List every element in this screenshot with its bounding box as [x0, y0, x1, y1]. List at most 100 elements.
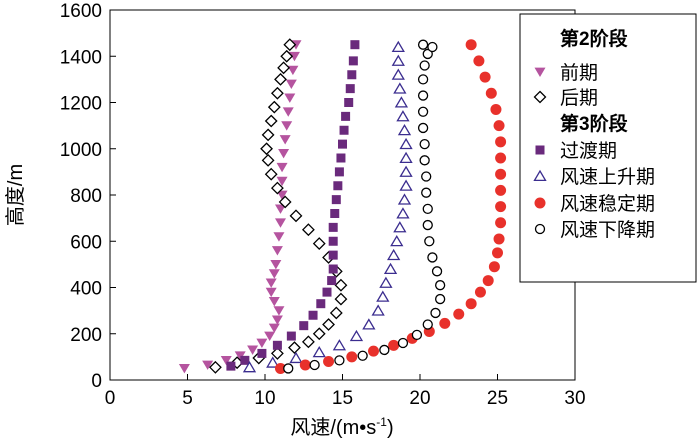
data-point — [312, 327, 326, 341]
data-point — [422, 48, 433, 60]
data-point — [332, 339, 347, 351]
data-point — [347, 70, 357, 80]
legend-item-houqi: 后期 — [533, 87, 598, 109]
data-point — [344, 98, 354, 107]
data-point — [427, 41, 438, 53]
data-point — [419, 138, 430, 150]
data-point — [368, 345, 379, 357]
data-point — [421, 171, 432, 182]
data-point — [371, 304, 385, 316]
data-point — [270, 86, 284, 100]
data-point — [333, 181, 343, 191]
data-point — [247, 345, 259, 355]
data-point — [393, 82, 407, 94]
data-point — [285, 79, 297, 89]
legend-marker-shangsheng — [533, 169, 547, 182]
x-axis-label-sup: -1 — [376, 415, 387, 429]
axes — [109, 9, 576, 381]
legend-item-shangsheng: 风速上升期 — [533, 166, 655, 188]
data-point — [328, 222, 338, 232]
data-point — [334, 278, 348, 292]
data-point — [301, 335, 315, 349]
data-point — [439, 317, 451, 329]
legend-marker-wending — [534, 197, 546, 209]
data-point — [272, 340, 282, 350]
series-layer — [178, 38, 507, 374]
data-point — [301, 223, 315, 237]
data-point — [397, 193, 412, 205]
legend-item-xiajiang: 风速下降期 — [534, 219, 655, 241]
data-point — [284, 93, 296, 103]
y-axis-label: 高度/m — [4, 164, 27, 226]
legend-label-guoduqi: 过渡期 — [560, 140, 617, 162]
data-point — [283, 363, 294, 374]
data-point — [268, 323, 280, 333]
data-point — [264, 331, 276, 342]
data-point — [495, 136, 507, 148]
data-point — [493, 120, 505, 132]
data-point — [282, 107, 294, 117]
data-point — [275, 204, 286, 214]
plot-frame — [109, 9, 576, 381]
data-point — [277, 61, 291, 75]
data-point — [334, 292, 348, 306]
data-point — [349, 329, 364, 342]
data-point — [357, 350, 368, 361]
legend-marker-qianqi — [534, 67, 546, 77]
legend-heading-stage2: 第2阶段 — [560, 27, 629, 50]
data-point — [264, 114, 278, 128]
data-point — [431, 266, 443, 277]
data-point — [268, 296, 280, 307]
data-point — [316, 299, 326, 309]
data-point — [283, 38, 297, 52]
data-point — [424, 236, 435, 247]
data-point — [492, 247, 503, 259]
data-point — [323, 356, 335, 367]
legend-marker-shape — [533, 169, 547, 182]
data-point — [422, 219, 433, 231]
data-point — [417, 106, 429, 117]
data-point — [339, 125, 349, 135]
x-tick-label: 30 — [564, 388, 585, 409]
data-point — [482, 275, 494, 287]
data-point — [348, 56, 358, 66]
x-axis-label: 风速/(m•s-1) — [290, 415, 393, 439]
data-point — [488, 261, 500, 273]
data-point — [427, 252, 438, 263]
series-1 — [208, 38, 348, 374]
data-point — [396, 207, 410, 219]
data-point — [391, 40, 405, 53]
data-point — [334, 355, 345, 366]
legend-label-houqi: 后期 — [560, 87, 598, 109]
legend-marker-guoduqi — [535, 145, 545, 155]
series-2 — [226, 40, 360, 371]
data-point — [328, 236, 338, 246]
y-tick-label: 0 — [91, 371, 102, 392]
data-point — [270, 181, 284, 195]
data-point — [376, 290, 390, 302]
data-point — [388, 339, 400, 351]
legend-marker-shape — [534, 223, 546, 235]
legend-marker-shape — [534, 197, 546, 209]
data-point — [419, 155, 430, 166]
data-point — [419, 60, 430, 71]
data-point — [362, 318, 376, 330]
data-point — [273, 232, 285, 242]
data-point — [270, 346, 284, 360]
legend-label-xiajiang: 风速下降期 — [560, 219, 655, 241]
data-point — [270, 259, 282, 270]
data-point — [273, 306, 285, 316]
legend-marker-houqi — [533, 90, 547, 104]
data-point — [256, 338, 268, 348]
data-point — [399, 137, 413, 150]
data-point — [473, 55, 485, 67]
data-point — [322, 287, 332, 297]
data-point — [330, 209, 340, 218]
data-point — [490, 103, 502, 115]
x-tick-label: 0 — [105, 388, 116, 409]
data-point — [417, 90, 429, 101]
data-point — [279, 135, 291, 145]
data-point — [288, 341, 301, 355]
legend-label-shangsheng: 风速上升期 — [560, 166, 655, 188]
